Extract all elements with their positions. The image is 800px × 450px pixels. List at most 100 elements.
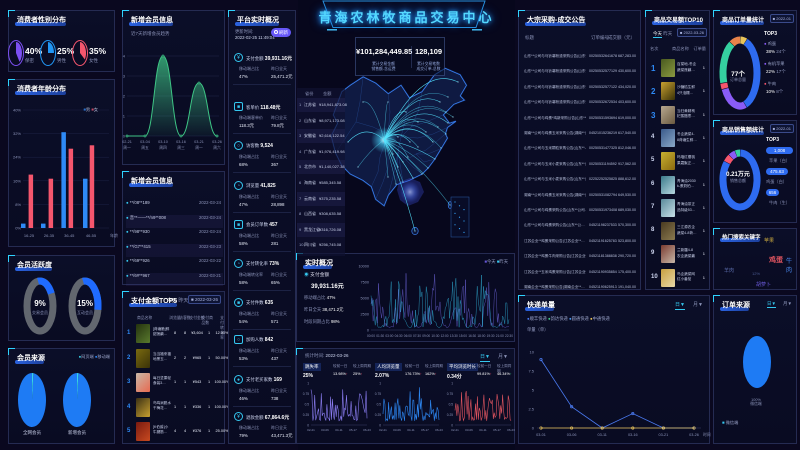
svg-text:1: 1 bbox=[451, 381, 453, 385]
svg-text:03-26: 03-26 bbox=[212, 140, 222, 144]
svg-text:0.75: 0.75 bbox=[303, 392, 309, 396]
svg-text:0.25: 0.25 bbox=[303, 413, 309, 417]
svg-text:10:30: 10:30 bbox=[431, 334, 439, 338]
svg-text:19:30: 19:30 bbox=[487, 334, 495, 338]
svg-text:06-23: 06-23 bbox=[507, 428, 515, 432]
svg-text:0.75: 0.75 bbox=[447, 392, 453, 396]
svg-text:0: 0 bbox=[367, 329, 369, 333]
svg-text:4: 4 bbox=[123, 54, 126, 59]
svg-text:03-10: 03-10 bbox=[158, 140, 168, 144]
svg-text:女性: 女性 bbox=[89, 57, 98, 64]
svg-text:00:00: 00:00 bbox=[367, 334, 375, 338]
svg-text:03-16: 03-16 bbox=[628, 433, 638, 437]
svg-text:09:00: 09:00 bbox=[422, 334, 430, 338]
svg-text:02-21: 02-21 bbox=[379, 428, 387, 432]
svg-text:时间: 时间 bbox=[703, 432, 711, 437]
svg-text:全网会员: 全网会员 bbox=[23, 429, 41, 436]
svg-text:0.75: 0.75 bbox=[375, 392, 381, 396]
svg-text:年龄: 年龄 bbox=[110, 232, 118, 238]
svg-text:16:30: 16:30 bbox=[468, 334, 476, 338]
svg-text:26-35: 26-35 bbox=[44, 233, 55, 238]
svg-text:0.25: 0.25 bbox=[447, 413, 453, 417]
svg-text:03-06: 03-06 bbox=[321, 428, 329, 432]
svg-text:7.5: 7.5 bbox=[528, 369, 534, 374]
svg-text:2500: 2500 bbox=[361, 313, 369, 317]
svg-text:22:30: 22:30 bbox=[505, 334, 513, 338]
svg-text:男性: 男性 bbox=[57, 57, 66, 64]
svg-text:0.25: 0.25 bbox=[375, 413, 381, 417]
svg-text:35%: 35% bbox=[89, 46, 106, 56]
svg-text:03-26: 03-26 bbox=[689, 433, 699, 437]
svg-text:15:00: 15:00 bbox=[459, 334, 467, 338]
svg-text:03:00: 03:00 bbox=[385, 334, 393, 338]
svg-text:0: 0 bbox=[532, 426, 535, 431]
svg-text:新增会员: 新增会员 bbox=[68, 429, 86, 436]
svg-text:16%: 16% bbox=[13, 178, 21, 183]
svg-text:周一: 周一 bbox=[195, 145, 203, 150]
svg-text:5000: 5000 bbox=[361, 297, 369, 301]
svg-text:12:00: 12:00 bbox=[441, 334, 449, 338]
svg-text:05-17: 05-17 bbox=[493, 428, 501, 432]
svg-text:03-06: 03-06 bbox=[567, 433, 577, 437]
svg-text:04-11: 04-11 bbox=[335, 428, 343, 432]
svg-text:06-23: 06-23 bbox=[363, 428, 371, 432]
svg-text:40%: 40% bbox=[25, 46, 42, 56]
svg-text:36-45: 36-45 bbox=[64, 233, 75, 238]
svg-text:21:00: 21:00 bbox=[496, 334, 504, 338]
svg-text:0.5: 0.5 bbox=[305, 402, 310, 406]
svg-text:8%: 8% bbox=[15, 202, 21, 207]
svg-text:周一: 周一 bbox=[123, 145, 131, 150]
svg-text:15%: 15% bbox=[77, 299, 93, 308]
svg-text:03-11: 03-11 bbox=[597, 433, 606, 437]
svg-text:保密: 保密 bbox=[25, 57, 34, 64]
svg-text:40%: 40% bbox=[13, 108, 21, 113]
svg-text:02-21: 02-21 bbox=[122, 140, 132, 144]
svg-text:13:30: 13:30 bbox=[450, 334, 458, 338]
svg-text:2.5: 2.5 bbox=[528, 407, 534, 412]
svg-text:01:30: 01:30 bbox=[376, 334, 384, 338]
svg-text:06:00: 06:00 bbox=[404, 334, 412, 338]
svg-text:0%: 0% bbox=[15, 226, 21, 231]
svg-text:03-04: 03-04 bbox=[140, 140, 150, 144]
svg-text:周四: 周四 bbox=[159, 145, 167, 150]
svg-text:04-11: 04-11 bbox=[479, 428, 487, 432]
svg-text:32%: 32% bbox=[13, 131, 21, 136]
svg-text:02-21: 02-21 bbox=[451, 428, 459, 432]
svg-text:46-55: 46-55 bbox=[86, 233, 97, 238]
svg-text:03-16: 03-16 bbox=[176, 140, 186, 144]
svg-text:07:30: 07:30 bbox=[413, 334, 421, 338]
svg-text:周六: 周六 bbox=[213, 145, 221, 150]
svg-text:05-17: 05-17 bbox=[421, 428, 429, 432]
svg-text:25%: 25% bbox=[57, 46, 74, 56]
svg-text:9%: 9% bbox=[34, 299, 46, 308]
svg-text:10: 10 bbox=[530, 350, 535, 355]
svg-text:互动会员: 互动会员 bbox=[77, 309, 93, 315]
svg-text:周五: 周五 bbox=[141, 145, 149, 150]
svg-text:3: 3 bbox=[123, 74, 126, 79]
svg-text:16-25: 16-25 bbox=[24, 233, 35, 238]
svg-text:7500: 7500 bbox=[361, 281, 369, 285]
svg-text:1: 1 bbox=[307, 381, 309, 385]
svg-text:06-23: 06-23 bbox=[435, 428, 443, 432]
svg-text:2: 2 bbox=[123, 94, 126, 99]
svg-text:0: 0 bbox=[123, 134, 126, 139]
svg-text:24%: 24% bbox=[13, 155, 21, 160]
svg-text:1: 1 bbox=[123, 114, 126, 119]
svg-text:02-21: 02-21 bbox=[307, 428, 315, 432]
svg-text:周三: 周三 bbox=[177, 145, 185, 150]
svg-text:04-11: 04-11 bbox=[407, 428, 415, 432]
svg-text:1: 1 bbox=[379, 381, 381, 385]
svg-text:03-06: 03-06 bbox=[465, 428, 473, 432]
svg-text:03-01: 03-01 bbox=[536, 433, 546, 437]
svg-text:0: 0 bbox=[307, 423, 309, 427]
svg-text:0: 0 bbox=[379, 423, 381, 427]
svg-text:0.5: 0.5 bbox=[377, 402, 382, 406]
svg-text:0.5: 0.5 bbox=[449, 402, 454, 406]
svg-text:5: 5 bbox=[532, 388, 535, 393]
svg-text:03-21: 03-21 bbox=[659, 433, 669, 437]
svg-text:交易会员: 交易会员 bbox=[32, 309, 48, 315]
svg-text:04:30: 04:30 bbox=[395, 334, 403, 338]
svg-text:10000: 10000 bbox=[358, 265, 369, 269]
svg-text:03-21: 03-21 bbox=[194, 140, 204, 144]
svg-text:03-06: 03-06 bbox=[393, 428, 401, 432]
